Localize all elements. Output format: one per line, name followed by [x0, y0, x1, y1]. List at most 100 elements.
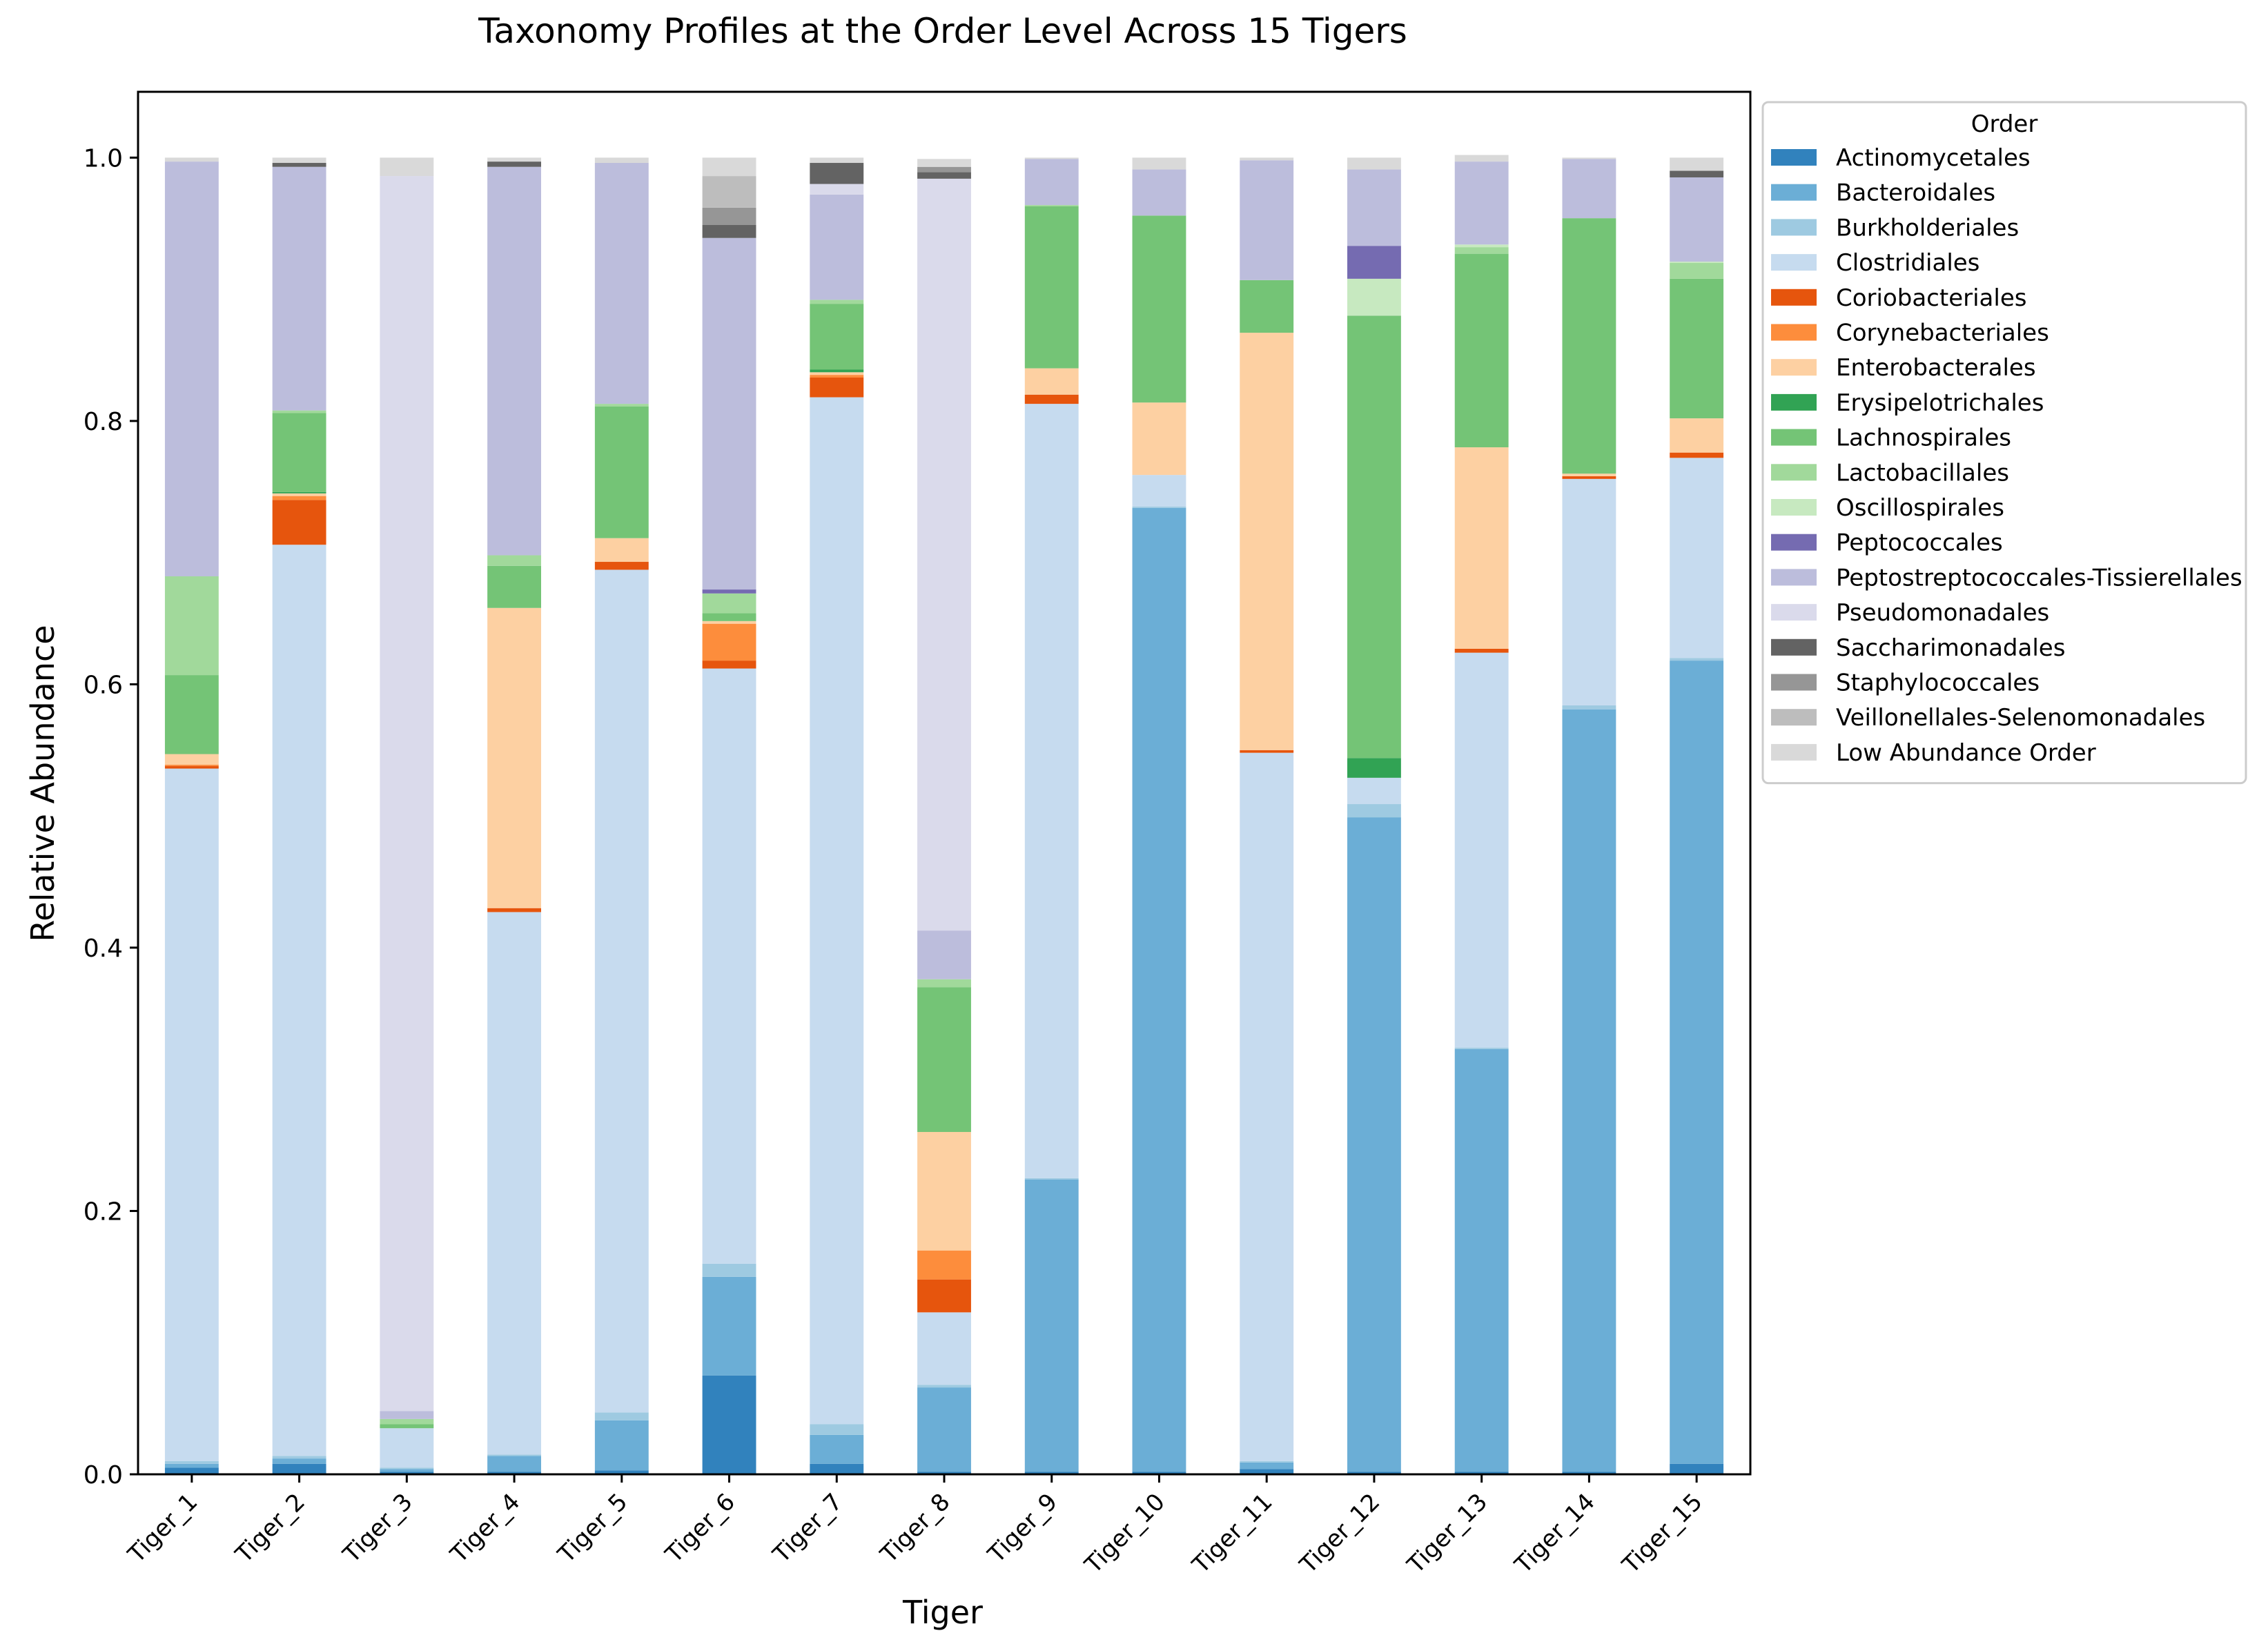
legend-swatch [1771, 219, 1817, 236]
bar-segment-tiger_8-17 [917, 159, 971, 167]
legend-swatch [1771, 324, 1817, 341]
bar-segment-tiger_14-6 [1562, 473, 1616, 477]
bar-segment-tiger_12-17 [1347, 157, 1401, 170]
bar-segment-tiger_6-0 [702, 1375, 756, 1474]
bar-segment-tiger_9-6 [1024, 368, 1079, 395]
bar-segment-tiger_3-12 [380, 1411, 434, 1419]
legend-label: Corynebacteriales [1836, 320, 2049, 347]
x-tick-label: Tiger_11 [1186, 1488, 1278, 1579]
bar-segment-tiger_9-1 [1024, 1179, 1079, 1472]
bar-segment-tiger_6-5 [702, 623, 756, 661]
bar-segment-tiger_5-8 [594, 406, 649, 538]
bar-segment-tiger_15-3 [1670, 458, 1724, 658]
x-tick-label: Tiger_9 [982, 1488, 1063, 1569]
bar-segment-tiger_11-12 [1240, 160, 1294, 280]
legend-swatch [1771, 709, 1817, 726]
bar-segment-tiger_1-8 [164, 675, 219, 754]
bar-segment-tiger_3-1 [380, 1469, 434, 1472]
bar-segment-tiger_7-0 [810, 1463, 864, 1474]
bar-segment-tiger_7-2 [810, 1424, 864, 1435]
legend-label: Oscillospirales [1836, 494, 2004, 522]
legend-label: Pseudomonadales [1836, 599, 2049, 627]
bar-segment-tiger_7-5 [810, 375, 864, 378]
bar-segment-tiger_2-5 [272, 496, 326, 500]
bar-segment-tiger_8-8 [917, 987, 971, 1133]
bar-segment-tiger_9-17 [1024, 157, 1079, 159]
x-tick-label: Tiger_10 [1079, 1488, 1171, 1579]
bar-segment-tiger_3-8 [380, 1424, 434, 1429]
legend-swatch [1771, 569, 1817, 586]
bar-segment-tiger_4-1 [487, 1456, 541, 1472]
x-tick-label: Tiger_8 [874, 1488, 955, 1569]
legend-label: Peptostreptococcales-Tissierellales [1836, 564, 2242, 592]
legend-swatch [1771, 743, 1817, 761]
bar-segment-tiger_12-0 [1347, 1472, 1401, 1474]
bar-segment-tiger_11-1 [1240, 1462, 1294, 1469]
bar-segment-tiger_5-12 [594, 163, 649, 404]
bar-segment-tiger_9-4 [1024, 394, 1079, 404]
legend-swatch [1771, 604, 1817, 621]
bar-segment-tiger_14-4 [1562, 476, 1616, 479]
bar-segment-tiger_13-6 [1454, 447, 1509, 649]
bar-segment-tiger_15-4 [1670, 452, 1724, 458]
bar-segment-tiger_13-3 [1454, 652, 1509, 1048]
bar-segment-tiger_12-10 [1347, 278, 1401, 316]
bar-segment-tiger_14-2 [1562, 705, 1616, 710]
bar-segment-tiger_8-2 [917, 1385, 971, 1388]
bar-segment-tiger_5-2 [594, 1412, 649, 1420]
bar-segment-tiger_5-9 [594, 404, 649, 407]
legend-label: Erysipelotrichales [1836, 389, 2044, 417]
bar-segment-tiger_7-9 [810, 300, 864, 304]
bar-segment-tiger_10-17 [1132, 157, 1186, 170]
bar-segment-tiger_8-0 [917, 1472, 971, 1474]
bar-segment-tiger_6-6 [702, 621, 756, 624]
bar-segment-tiger_6-9 [702, 593, 756, 614]
bar-segment-tiger_7-13 [810, 184, 864, 195]
bar-segment-tiger_2-12 [272, 166, 326, 411]
bar-segment-tiger_6-17 [702, 157, 756, 177]
bar-segment-tiger_12-7 [1347, 758, 1401, 778]
bar-segment-tiger_14-8 [1562, 218, 1616, 474]
bar-segment-tiger_3-13 [380, 176, 434, 1411]
bar-segment-tiger_8-14 [917, 172, 971, 179]
x-tick-label: Tiger_2 [230, 1488, 311, 1569]
bar-segment-tiger_1-1 [164, 1463, 219, 1468]
bar-segment-tiger_2-17 [272, 157, 326, 164]
bar-segment-tiger_6-4 [702, 661, 756, 669]
bar-segment-tiger_3-9 [380, 1418, 434, 1425]
bar-segment-tiger_6-8 [702, 613, 756, 621]
bar-segment-tiger_4-0 [487, 1472, 541, 1474]
bar-segment-tiger_5-3 [594, 569, 649, 1413]
bar-segment-tiger_3-2 [380, 1467, 434, 1469]
y-tick-label: 1.0 [84, 144, 123, 173]
legend-swatch [1771, 638, 1817, 656]
bar-segment-tiger_1-6 [164, 754, 219, 765]
bar-segment-tiger_2-6 [272, 493, 326, 496]
x-tick-label: Tiger_4 [445, 1488, 526, 1569]
bar-segment-tiger_6-2 [702, 1263, 756, 1277]
bar-segment-tiger_9-9 [1024, 205, 1079, 206]
legend-swatch [1771, 499, 1817, 516]
bar-segment-tiger_7-4 [810, 377, 864, 398]
bar-segment-tiger_12-1 [1347, 817, 1401, 1472]
bar-segment-tiger_14-17 [1562, 157, 1616, 159]
bar-segment-tiger_8-6 [917, 1132, 971, 1251]
bar-segment-tiger_8-4 [917, 1279, 971, 1313]
bar-segment-tiger_14-12 [1562, 159, 1616, 219]
bar-segment-tiger_13-9 [1454, 247, 1509, 254]
chart-title: Taxonomy Profiles at the Order Level Acr… [478, 11, 1407, 51]
bar-segment-tiger_11-6 [1240, 333, 1294, 750]
bar-segment-tiger_15-2 [1670, 658, 1724, 661]
bar-segment-tiger_12-3 [1347, 777, 1401, 805]
bar-segment-tiger_1-12 [164, 162, 219, 577]
bar-segment-tiger_9-8 [1024, 206, 1079, 369]
bar-segment-tiger_14-1 [1562, 709, 1616, 1472]
bar-segment-tiger_9-12 [1024, 159, 1079, 206]
legend: Order Actinomycetales Bacteroidales Burkhol… [1761, 101, 2247, 785]
bar-segment-tiger_5-4 [594, 562, 649, 570]
bar-segment-tiger_2-3 [272, 545, 326, 1456]
bar-segment-tiger_2-0 [272, 1463, 326, 1474]
legend-title: Order [1971, 110, 2038, 138]
bar-segment-tiger_14-3 [1562, 478, 1616, 705]
